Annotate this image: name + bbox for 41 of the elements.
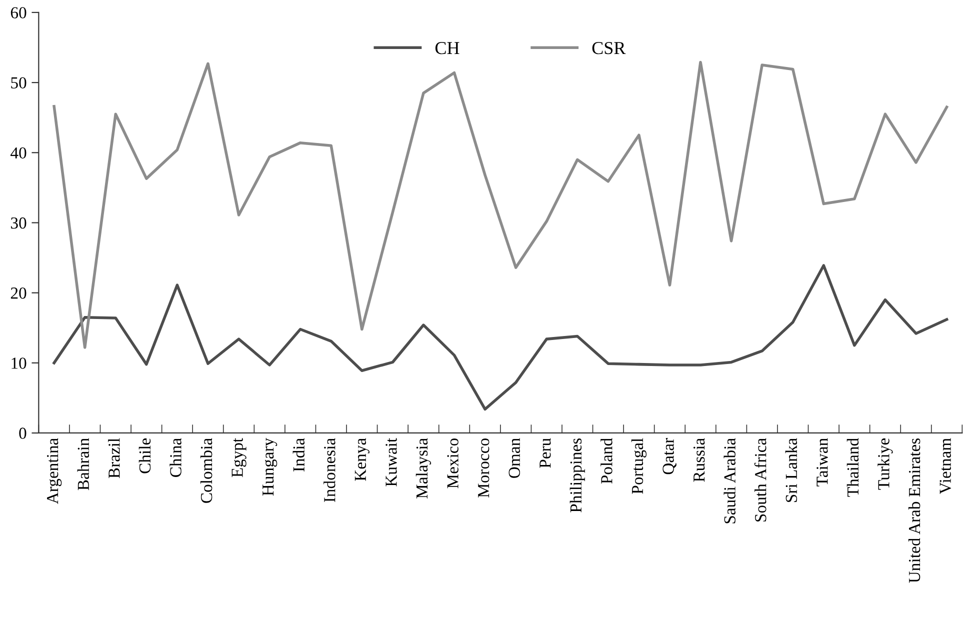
x-tick-label: Hungary	[262, 438, 278, 496]
x-tick-label: Saudi Arabia	[724, 438, 736, 524]
x-tick-label: Bahrain	[77, 438, 90, 490]
x-tick-label: Peru	[540, 438, 551, 468]
x-tick-label: Turkiye	[878, 438, 893, 490]
x-tick-label: Vietnam	[940, 438, 952, 494]
x-tick-label: India	[292, 438, 305, 472]
x-tick-label: Kuwait	[386, 438, 397, 486]
x-tick-label: China	[170, 438, 182, 477]
x-tick-label: Sri Lanka	[785, 438, 798, 502]
x-tick-label: Malaysia	[416, 438, 432, 498]
x-tick-label: Morocco	[478, 438, 490, 498]
x-tick-label: Philippines	[570, 438, 585, 512]
x-tick-label: Mexico	[447, 438, 458, 488]
y-tick-label: 50	[11, 77, 26, 88]
x-tick-label: Egypt	[232, 438, 246, 478]
y-tick-label: 0	[19, 428, 26, 439]
x-tick-label: Thailand	[846, 438, 859, 497]
x-tick-label: Argentina	[46, 438, 62, 504]
y-tick-label: 30	[11, 217, 26, 229]
x-tick-label: Brazil	[108, 438, 120, 478]
line-series	[52, 60, 948, 349]
x-tick-label: Chile	[138, 438, 151, 474]
y-tick-label: 40	[10, 147, 26, 159]
x-tick-label: South Africa	[754, 438, 766, 522]
legend-label: CH	[435, 42, 460, 54]
x-tick-label: Qatar	[662, 438, 676, 474]
legend-label: CSR	[592, 42, 626, 54]
x-tick-label: Taiwan	[816, 438, 828, 486]
y-tick-label: 20	[10, 288, 26, 299]
x-tick-label: Colombia	[200, 438, 212, 503]
x-tick-label: Oman	[508, 438, 520, 478]
x-tick-label: Indonesia	[324, 438, 336, 502]
x-tick-label: Kenya	[354, 438, 370, 481]
line-series	[52, 264, 948, 411]
x-tick-label: United Arab Emirates	[908, 438, 920, 583]
x-tick-label: Poland	[600, 438, 612, 484]
x-tick-label: Russia	[693, 438, 705, 482]
x-tick-label: Portugal	[631, 438, 647, 494]
y-tick-label: 10	[12, 358, 26, 369]
y-tick-label: 60	[10, 7, 26, 18]
